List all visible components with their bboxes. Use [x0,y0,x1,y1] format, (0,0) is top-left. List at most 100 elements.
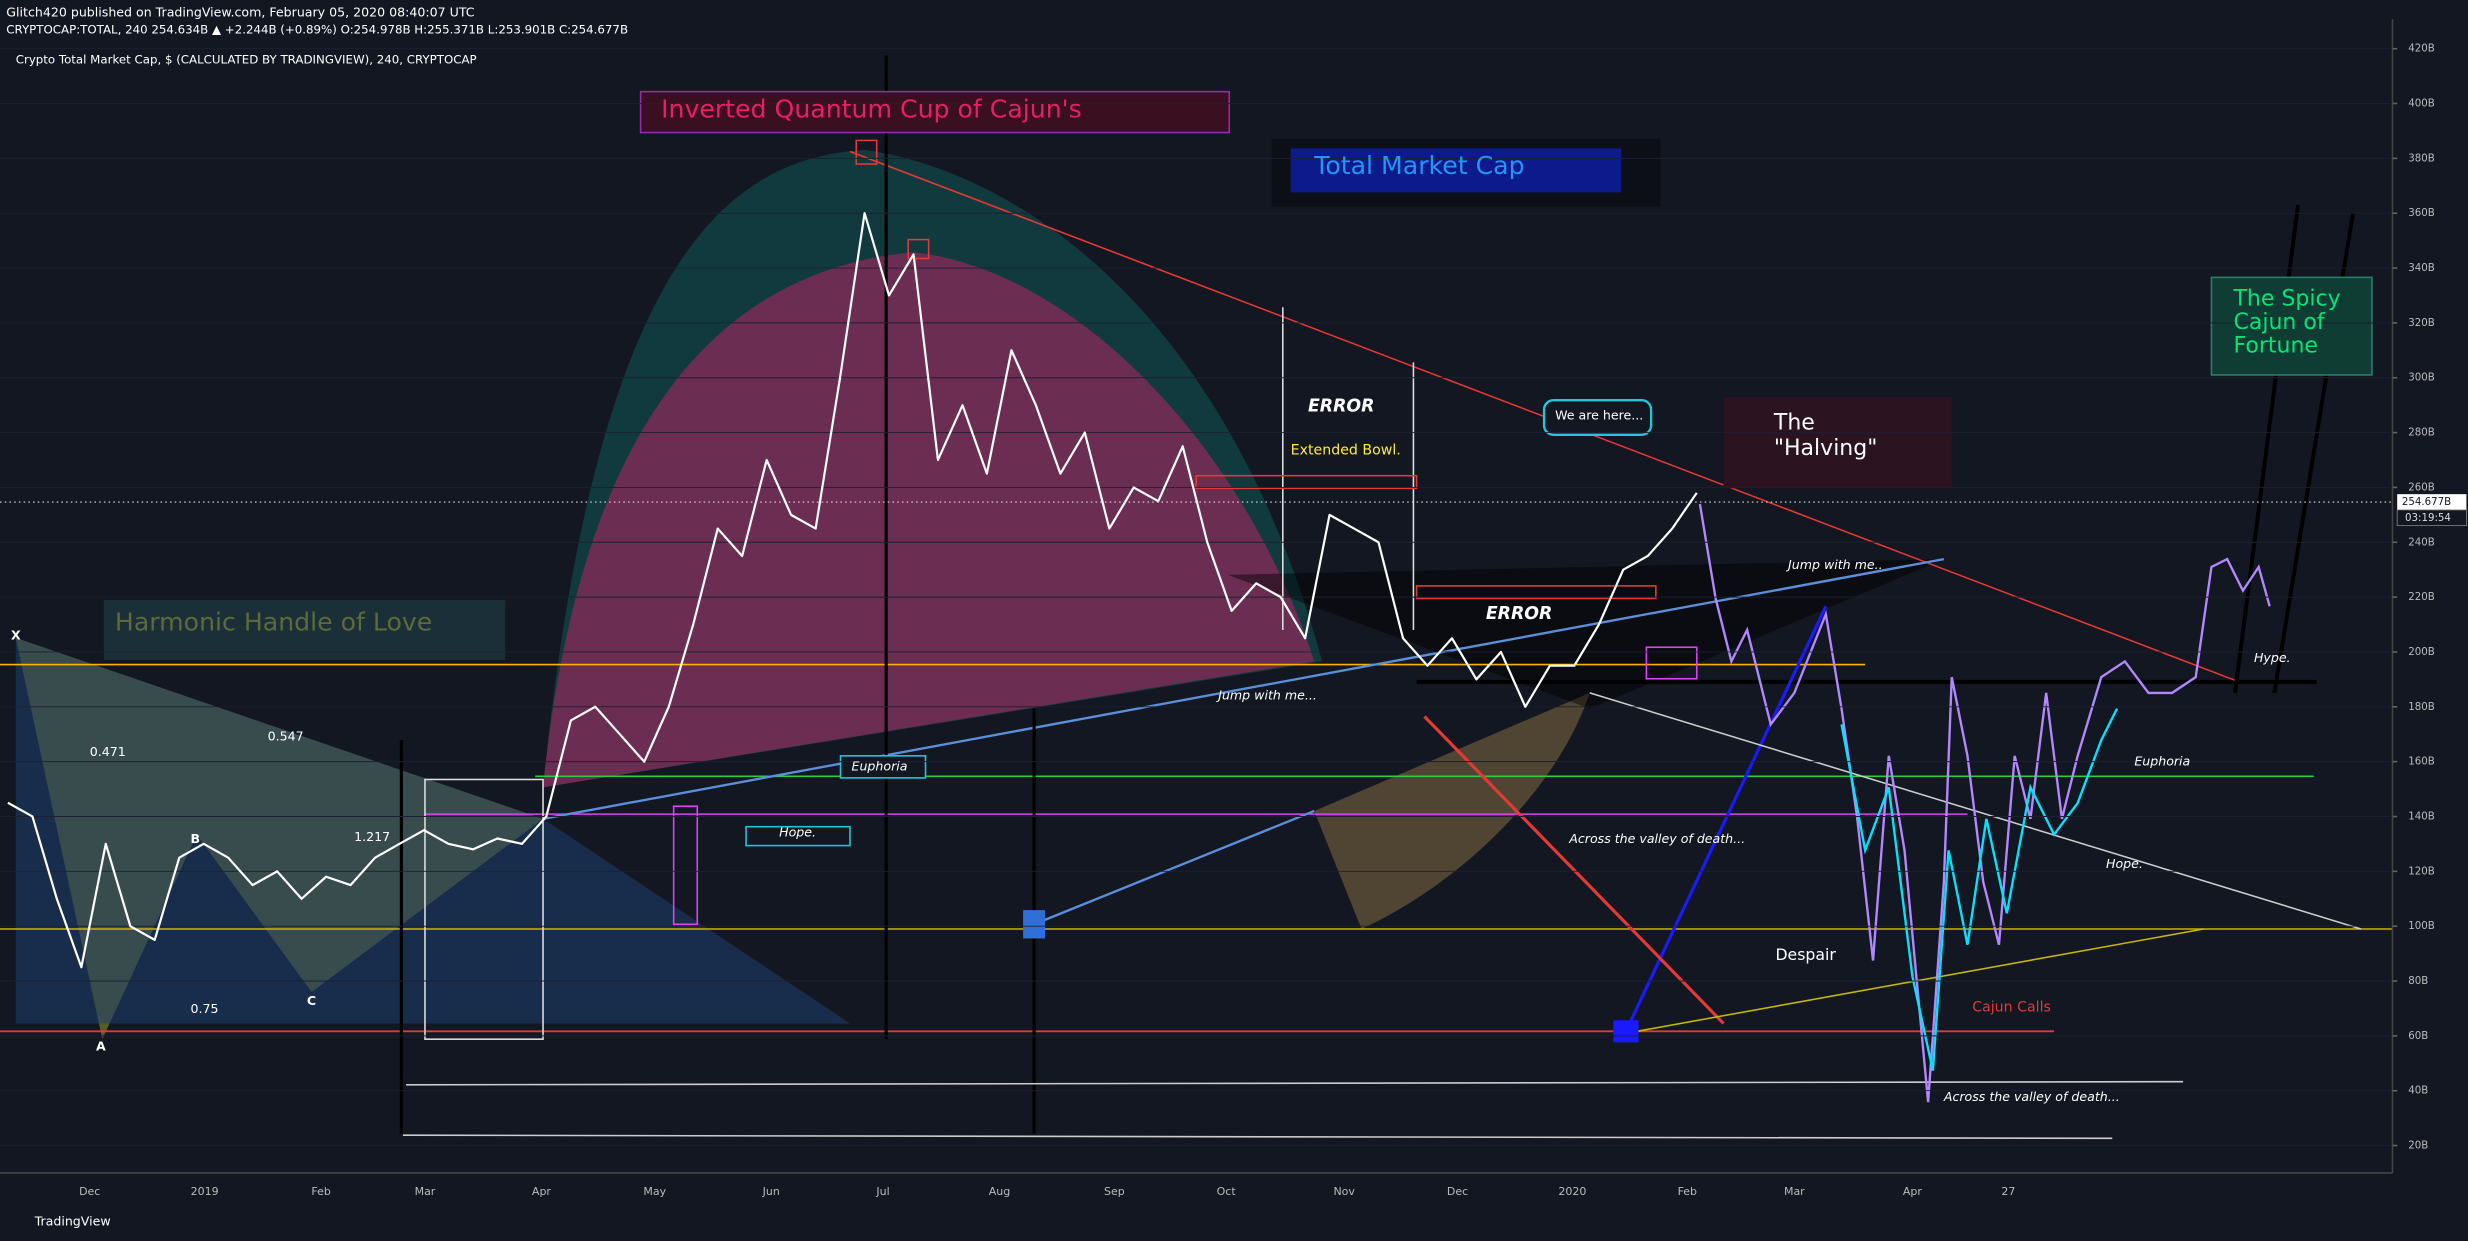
y-tick-label: 260B [2408,482,2435,493]
annotation: X [11,628,21,643]
last-price-label: 254.677B [2402,497,2451,508]
last-price-box [2397,494,2467,510]
x-tick-label: Dec [79,1185,100,1198]
box [424,778,544,1040]
symbol-line: CRYPTOCAP:TOTAL, 240 254.634B ▲ +2.244B … [6,23,628,37]
y-tick-label: 320B [2408,318,2435,329]
annotation: Across the valley of death... [1568,831,1745,846]
annotation: B [190,831,200,846]
x-tick-label: 27 [2001,1185,2015,1198]
annotation: Hope. [779,824,816,839]
footer: TradingView [34,1213,111,1228]
box [1195,474,1418,490]
annotation: We are here... [1555,407,1643,422]
annotation: Extended Bowl. [1291,443,1401,459]
x-tick-label: Feb [1678,1185,1697,1198]
y-tick-label: 340B [2408,263,2435,274]
label-box [1723,396,1952,489]
bowl [1314,692,1590,929]
x-tick-label: Nov [1333,1185,1355,1198]
x-tick-label: Aug [989,1185,1010,1198]
cup-arc [543,252,1315,788]
blue-jump [1624,605,1828,1032]
annotation: Cajun of [2233,310,2325,335]
publisher: Glitch420 published on TradingView.com, … [6,4,474,19]
label-box [1542,398,1653,436]
price-line [7,212,1698,969]
annotation: 1.217 [354,829,390,844]
annotation: C [307,993,316,1008]
y-tick-label: 360B [2408,208,2435,219]
label-box [103,600,506,660]
red-trend [849,150,2236,682]
y-tick-label: 160B [2408,757,2435,768]
x-tick-label: May [643,1185,666,1198]
y-tick-label: 100B [2408,921,2435,932]
y-tick-label: 420B [2408,44,2435,55]
y-tick-label: 80B [2408,976,2428,987]
y-tick-label: 140B [2408,811,2435,822]
annotation: Jump with me... [1215,688,1317,703]
x-tick-label: Apr [532,1185,552,1198]
y-tick-label: 220B [2408,592,2435,603]
x-tick-label: 2019 [191,1185,219,1198]
x-tick-label: Sep [1104,1185,1125,1198]
square [907,238,930,260]
annotation: "Halving" [1774,436,1877,461]
dark-wedge [1227,559,1944,709]
label-box [745,825,851,847]
y-tick-label: 20B [2408,1141,2428,1152]
x-tick-label: Mar [415,1185,436,1198]
annotation: Hope. [2106,856,2143,871]
x-tick-label: Oct [1217,1185,1237,1198]
x-tick-label: Jun [762,1185,780,1198]
annotation: Euphoria [852,758,908,773]
hline [402,1134,2113,1140]
box [1645,646,1698,680]
annotation: Cajun Calls [1972,1000,2051,1016]
x-tick-label: Feb [311,1185,330,1198]
yellow-trend [1636,928,2204,1033]
chart-title: Crypto Total Market Cap, $ (CALCULATED B… [16,53,477,67]
y-tick-label: 40B [2408,1086,2428,1097]
red-drop [1423,715,1725,1025]
annotation: 0.547 [268,728,304,743]
x-tick-label: Dec [1447,1185,1468,1198]
annotation: Across the valley of death... [1943,1089,2120,1104]
annotation: The [1773,411,1815,436]
countdown: 03:19:54 [2405,513,2451,524]
y-tick-label: 240B [2408,537,2435,548]
y-tick-label: 380B [2408,153,2435,164]
annotation: Total Market Cap [1313,151,1524,180]
countdown-box [2396,509,2467,527]
square [1023,910,1046,939]
y-tick-label: 120B [2408,866,2435,877]
y-tick-label: 280B [2408,428,2435,439]
annotation: ERROR [1308,396,1374,416]
annotation: Jump with me.. [1785,557,1883,572]
projection [1698,503,2271,1103]
blue-link [1033,809,1315,926]
annotations: Inverted Quantum Cup of Cajun's Total Mar… [11,95,2341,1104]
annotation: 0.471 [90,744,126,759]
box [1415,585,1657,600]
label-box [2210,276,2373,376]
y-tick-label: 180B [2408,702,2435,713]
x-tick-label: Jul [875,1185,889,1198]
square [1613,1020,1639,1043]
hline [406,1080,2184,1086]
square [855,139,878,165]
y-tick-label: 400B [2408,99,2435,110]
annotation: 0.75 [190,1001,218,1016]
y-tick-label: 300B [2408,373,2435,384]
annotation: Fortune [2233,334,2317,359]
y-tick-label: 60B [2408,1031,2428,1042]
y-tick-label: 200B [2408,647,2435,658]
blue-trend [542,557,1945,820]
annotation: Hype. [2254,650,2291,665]
projection [1840,708,2119,1071]
annotation: Despair [1775,945,1836,964]
